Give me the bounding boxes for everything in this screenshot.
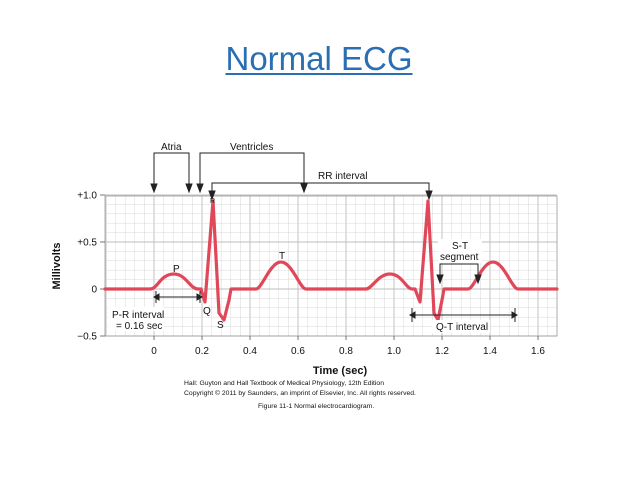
x-tick-label: 1.0: [387, 346, 401, 357]
y-tick-label: 0: [91, 285, 97, 296]
st-segment-label-2: segment: [440, 252, 479, 263]
pr-label-bg: [108, 307, 164, 331]
ecg-trace: [103, 199, 559, 322]
st-segment-label: S-T: [452, 241, 468, 252]
x-tick-label: 0.2: [195, 346, 209, 357]
slide-title: Normal ECG: [225, 40, 413, 77]
x-axis-label: Time (sec): [313, 365, 368, 377]
credit-line-1: Hall: Guyton and Hall Textbook of Medica…: [184, 380, 384, 387]
x-tick-label: 1.2: [435, 346, 449, 357]
qt-label-bg: [432, 320, 490, 333]
y-axis-label: Millivolts: [51, 242, 63, 289]
wave-p-label: P: [173, 264, 180, 275]
x-tick-label: 0.8: [339, 346, 353, 357]
wave-r-label: R: [210, 198, 215, 205]
pr-interval-value: = 0.16 sec: [116, 321, 162, 332]
st-segment-bracket: [436, 263, 482, 285]
qt-interval-bracket: [409, 308, 518, 322]
plot-border: [104, 195, 558, 337]
st-label-bg: [438, 239, 482, 263]
figure-caption: Figure 11-1 Normal electrocardiogram.: [258, 403, 374, 410]
credit-line-2: Copyright © 2011 by Saunders, an imprint…: [184, 389, 416, 397]
ventricles-label: Ventricles: [230, 142, 273, 153]
pr-interval-bracket: [153, 291, 203, 303]
atria-label: Atria: [161, 142, 182, 153]
y-axis-ticks: +1.0 +0.5 0 −0.5: [77, 191, 105, 343]
x-tick-label: 0.4: [243, 346, 257, 357]
ventricles-bracket: [196, 152, 308, 194]
x-tick-label: 1.6: [531, 346, 545, 357]
qt-interval-label: Q-T interval: [436, 322, 488, 333]
x-tick-label: 0: [151, 346, 157, 357]
atria-bracket: [150, 152, 193, 194]
wave-q-label: Q: [203, 306, 211, 317]
y-tick-label: +0.5: [77, 238, 97, 249]
x-tick-label: 0.6: [291, 346, 305, 357]
rr-interval-bracket: [208, 182, 433, 201]
x-axis-ticks: 0 0.2 0.4 0.6 0.8 1.0 1.2 1.4 1.6: [151, 336, 545, 357]
y-tick-label: +1.0: [77, 191, 97, 202]
x-tick-label: 1.4: [483, 346, 497, 357]
y-tick-label: −0.5: [77, 332, 97, 343]
pr-interval-label: P-R interval: [112, 310, 164, 321]
wave-s-label: S: [217, 320, 224, 331]
rr-interval-label: RR interval: [318, 171, 367, 182]
wave-t-label: T: [279, 251, 285, 262]
